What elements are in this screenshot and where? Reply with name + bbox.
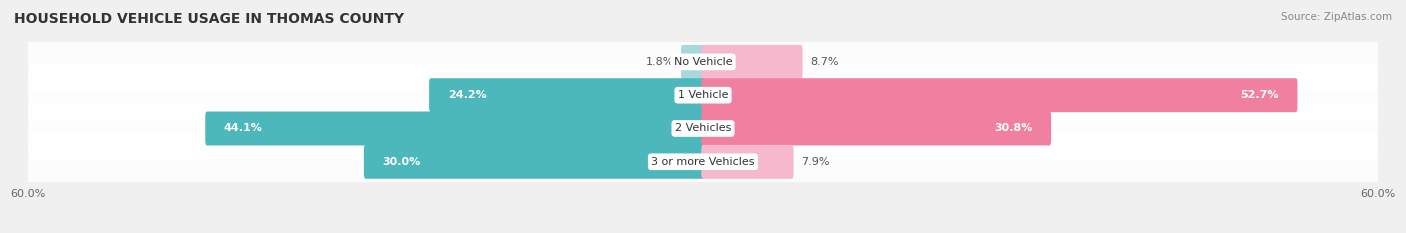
FancyBboxPatch shape <box>702 45 803 79</box>
FancyBboxPatch shape <box>702 112 1052 145</box>
FancyBboxPatch shape <box>28 30 1378 93</box>
Text: 44.1%: 44.1% <box>224 123 263 134</box>
FancyBboxPatch shape <box>28 97 1378 160</box>
FancyBboxPatch shape <box>429 78 704 112</box>
Text: 7.9%: 7.9% <box>801 157 830 167</box>
FancyBboxPatch shape <box>28 64 1378 127</box>
FancyBboxPatch shape <box>681 45 704 79</box>
FancyBboxPatch shape <box>28 130 1378 193</box>
Text: HOUSEHOLD VEHICLE USAGE IN THOMAS COUNTY: HOUSEHOLD VEHICLE USAGE IN THOMAS COUNTY <box>14 12 404 26</box>
Text: 8.7%: 8.7% <box>810 57 838 67</box>
Text: No Vehicle: No Vehicle <box>673 57 733 67</box>
Text: 1.8%: 1.8% <box>645 57 673 67</box>
Text: 3 or more Vehicles: 3 or more Vehicles <box>651 157 755 167</box>
Text: 30.8%: 30.8% <box>994 123 1032 134</box>
Text: 30.0%: 30.0% <box>382 157 420 167</box>
Text: 24.2%: 24.2% <box>447 90 486 100</box>
FancyBboxPatch shape <box>364 145 704 179</box>
FancyBboxPatch shape <box>702 145 793 179</box>
FancyBboxPatch shape <box>205 112 704 145</box>
Text: 2 Vehicles: 2 Vehicles <box>675 123 731 134</box>
FancyBboxPatch shape <box>702 78 1298 112</box>
Text: 52.7%: 52.7% <box>1240 90 1279 100</box>
Text: 1 Vehicle: 1 Vehicle <box>678 90 728 100</box>
Text: Source: ZipAtlas.com: Source: ZipAtlas.com <box>1281 12 1392 22</box>
